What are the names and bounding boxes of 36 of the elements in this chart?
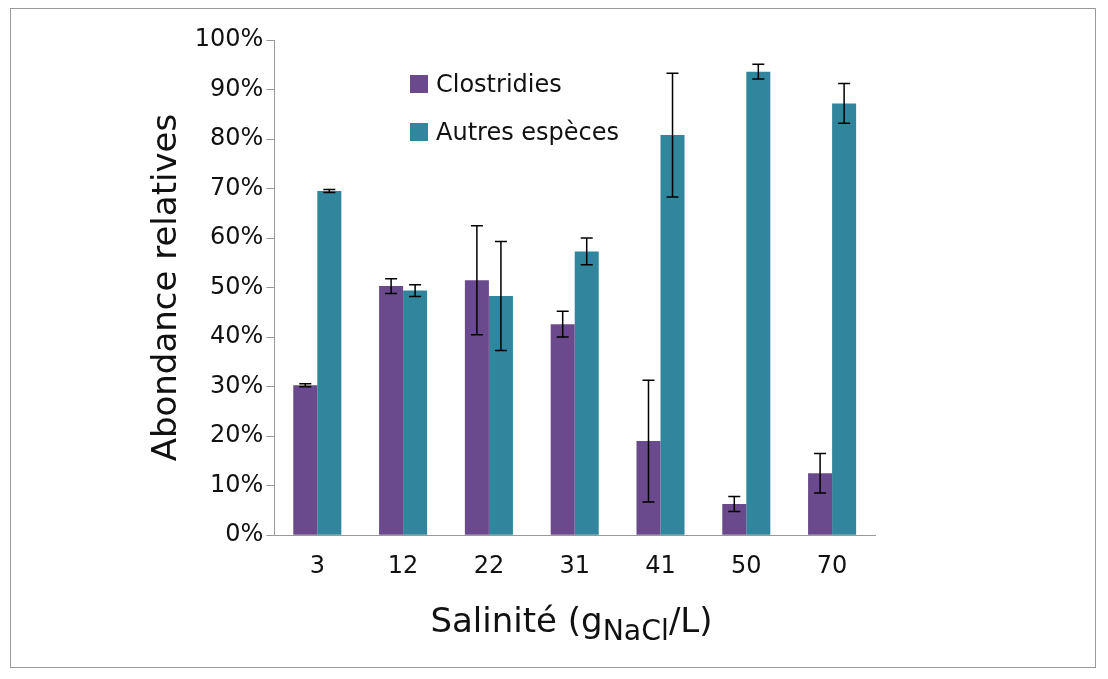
y-tick-label: 10% <box>210 469 264 498</box>
x-tick-label: 12 <box>387 550 419 579</box>
y-tick-label: 70% <box>210 172 264 201</box>
bar <box>317 191 342 535</box>
x-tick-label: 22 <box>473 550 505 579</box>
bar <box>464 280 489 535</box>
y-tick-label: 80% <box>210 123 264 152</box>
y-axis-title: Abondance relatives <box>144 113 185 462</box>
bar <box>403 290 428 535</box>
bar <box>379 286 404 535</box>
bar <box>660 135 685 535</box>
legend-label: Clostridies <box>436 70 562 98</box>
y-tick-label: 90% <box>210 73 264 102</box>
y-tick-label: 50% <box>210 271 264 300</box>
bar <box>550 324 575 535</box>
y-tick-label: 60% <box>210 222 264 251</box>
x-tick-label: 41 <box>645 550 676 579</box>
y-tick-label: 20% <box>210 420 264 449</box>
x-tick-label: 50 <box>731 550 762 579</box>
bar <box>722 504 747 535</box>
x-tick-label: 70 <box>816 550 848 579</box>
bar <box>808 473 833 535</box>
y-tick-label: 0% <box>225 519 264 548</box>
x-axis-title: Salinité (g$_{NaCl}$/L) <box>429 600 714 647</box>
bar <box>293 385 318 535</box>
y-tick-label: 100% <box>194 24 264 53</box>
x-tick-label: 3 <box>309 550 325 579</box>
x-tick-label: 31 <box>559 550 590 579</box>
y-tick-label: 40% <box>210 321 264 350</box>
y-tick-label: 30% <box>210 370 264 399</box>
legend-label: Autres espèces <box>436 118 620 146</box>
bar <box>746 71 771 535</box>
bar <box>636 441 661 535</box>
bar <box>832 103 857 535</box>
bar <box>488 296 513 535</box>
bar <box>574 251 599 535</box>
